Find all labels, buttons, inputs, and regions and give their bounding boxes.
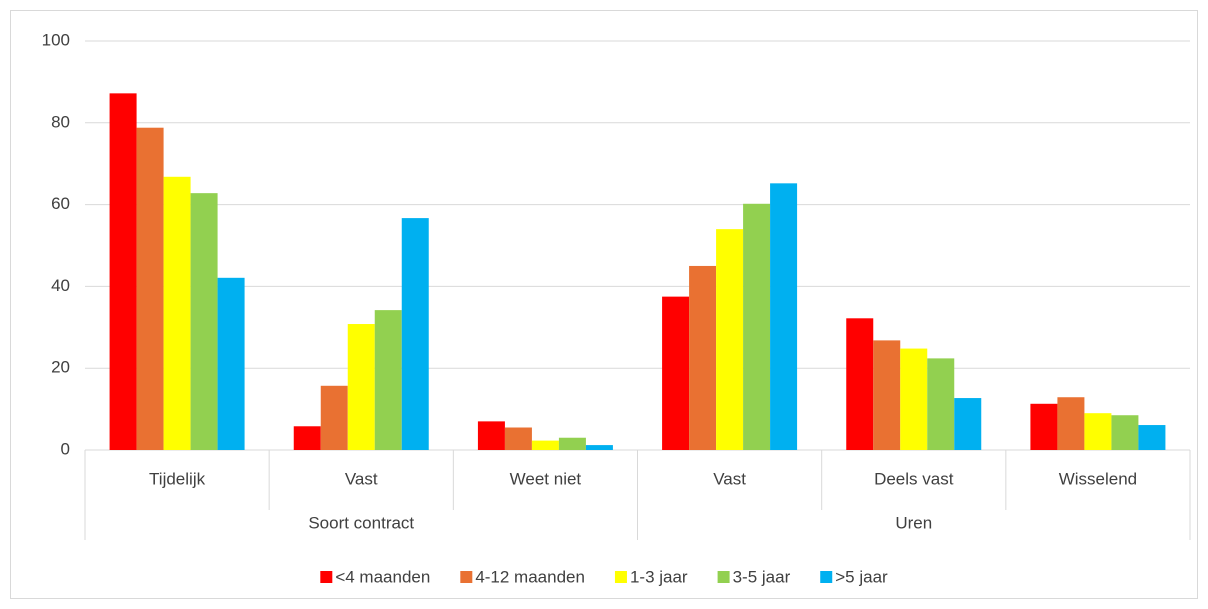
- y-tick-label: 0: [61, 439, 70, 458]
- x-tick-label: Weet niet: [510, 469, 582, 488]
- bar: [716, 229, 744, 450]
- legend-label: 1-3 jaar: [630, 567, 688, 586]
- legend-label: <4 maanden: [335, 567, 430, 586]
- group-label: Soort contract: [308, 513, 414, 532]
- bar: [347, 324, 375, 450]
- legend-label: >5 jaar: [835, 567, 888, 586]
- bar: [374, 310, 402, 450]
- bar: [1138, 425, 1166, 450]
- bar: [873, 340, 901, 450]
- legend-swatch: [460, 571, 473, 583]
- bar: [293, 426, 321, 450]
- y-tick-label: 40: [51, 276, 70, 295]
- x-tick-label: Deels vast: [874, 469, 954, 488]
- bar: [190, 193, 218, 450]
- bar: [1057, 397, 1085, 450]
- bar: [504, 427, 532, 450]
- bar: [585, 445, 613, 450]
- bar: [900, 348, 928, 450]
- x-tick-label: Tijdelijk: [149, 469, 206, 488]
- bar: [136, 127, 164, 450]
- bar: [1111, 415, 1139, 450]
- bar: [558, 437, 586, 450]
- y-tick-label: 80: [51, 112, 70, 131]
- bar: [1084, 413, 1112, 450]
- x-tick-label: Vast: [713, 469, 746, 488]
- bar: [217, 277, 245, 450]
- y-tick-label: 100: [42, 30, 70, 49]
- legend-label: 4-12 maanden: [475, 567, 585, 586]
- bar: [1030, 403, 1058, 450]
- legend-swatch: [820, 571, 833, 583]
- bar: [770, 183, 798, 450]
- y-tick-label: 20: [51, 358, 70, 377]
- group-label: Uren: [895, 513, 932, 532]
- bar: [846, 318, 874, 450]
- bar: [662, 296, 690, 450]
- y-tick-label: 60: [51, 194, 70, 213]
- bar: [163, 176, 191, 450]
- bar: [320, 385, 348, 450]
- bar: [689, 265, 717, 450]
- bar: [531, 440, 559, 450]
- bar: [954, 398, 982, 450]
- legend-swatch: [717, 571, 730, 583]
- x-tick-label: Wisselend: [1059, 469, 1137, 488]
- legend-swatch: [320, 571, 333, 583]
- x-tick-label: Vast: [345, 469, 378, 488]
- bar: [477, 421, 505, 450]
- bar: [927, 358, 955, 450]
- bar: [109, 93, 137, 451]
- bar: [401, 218, 429, 450]
- legend-swatch: [614, 571, 627, 583]
- legend-label: 3-5 jaar: [733, 567, 791, 586]
- bar: [743, 203, 771, 450]
